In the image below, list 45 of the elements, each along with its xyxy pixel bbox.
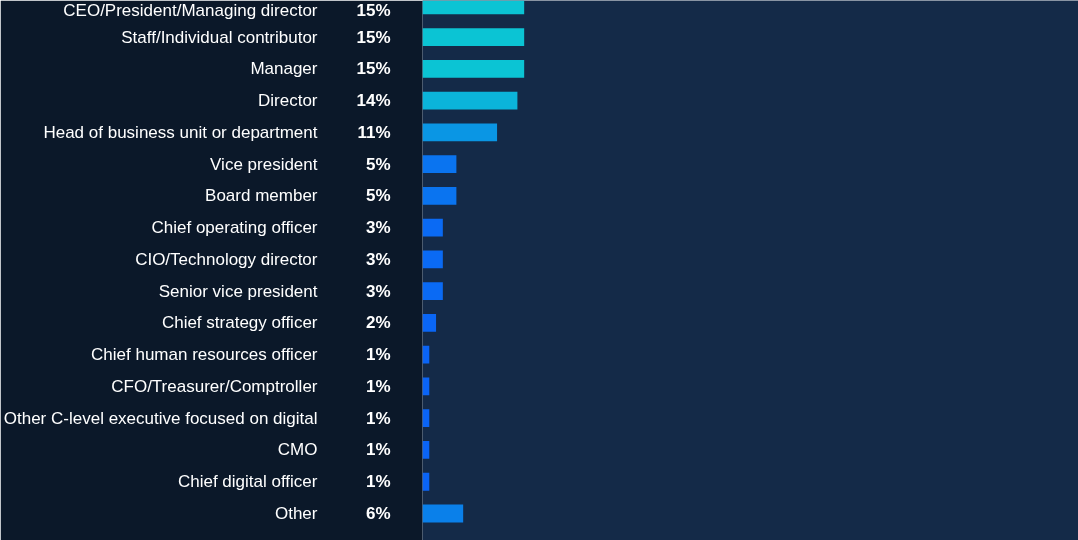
y-tick-label: Chief digital officer	[177, 472, 318, 492]
bar	[422, 59, 525, 78]
data-label: 3%	[365, 281, 391, 301]
y-tick-label: Board member	[205, 186, 318, 206]
y-tick-label: Other	[274, 504, 318, 523]
y-tick-label: Senior vice president	[158, 281, 318, 301]
data-label: 15%	[356, 59, 391, 79]
data-label: 6%	[365, 504, 391, 523]
bar	[422, 28, 525, 46]
y-tick-label: Head of business unit or department	[43, 122, 318, 142]
data-label: 3%	[365, 249, 391, 269]
bar	[422, 155, 457, 173]
bar	[422, 218, 443, 237]
bar	[422, 186, 457, 205]
data-label: 11%	[357, 122, 391, 142]
data-label: 1%	[365, 408, 391, 428]
bar	[422, 250, 443, 269]
data-label: 5%	[365, 154, 391, 174]
y-tick-label: CIO/Technology director	[135, 249, 318, 269]
data-label: 3%	[365, 218, 391, 238]
bar	[422, 282, 443, 301]
data-label: 1%	[365, 472, 391, 492]
y-tick-label: Chief operating officer	[151, 218, 318, 238]
y-tick-label: Vice president	[210, 154, 318, 174]
y-tick-label: Manager	[250, 59, 318, 79]
y-tick-label: CEO/President/Managing director	[63, 0, 318, 20]
data-label: 14%	[356, 91, 391, 111]
bar	[422, 123, 498, 142]
data-label: 5%	[365, 186, 391, 206]
y-tick-label: Chief strategy officer	[161, 313, 318, 333]
y-tick-label: Director	[257, 91, 318, 111]
y-tick-label: Staff/Individual contributor	[121, 27, 318, 47]
data-label: 15%	[356, 0, 391, 20]
data-label: 2%	[365, 313, 391, 333]
bar	[422, 504, 464, 523]
data-label: 15%	[356, 27, 391, 47]
data-label: 1%	[365, 440, 391, 460]
y-tick-label: Other C-level executive focused on digital	[3, 408, 318, 428]
bar	[422, 314, 437, 332]
y-tick-label: Chief human resources officer	[91, 345, 318, 365]
y-tick-label: CMO	[277, 440, 318, 460]
bar	[422, 91, 518, 110]
y-tick-label: CFO/Treasurer/Comptroller	[111, 376, 318, 396]
data-label: 1%	[365, 376, 391, 396]
data-label: 1%	[365, 345, 391, 365]
